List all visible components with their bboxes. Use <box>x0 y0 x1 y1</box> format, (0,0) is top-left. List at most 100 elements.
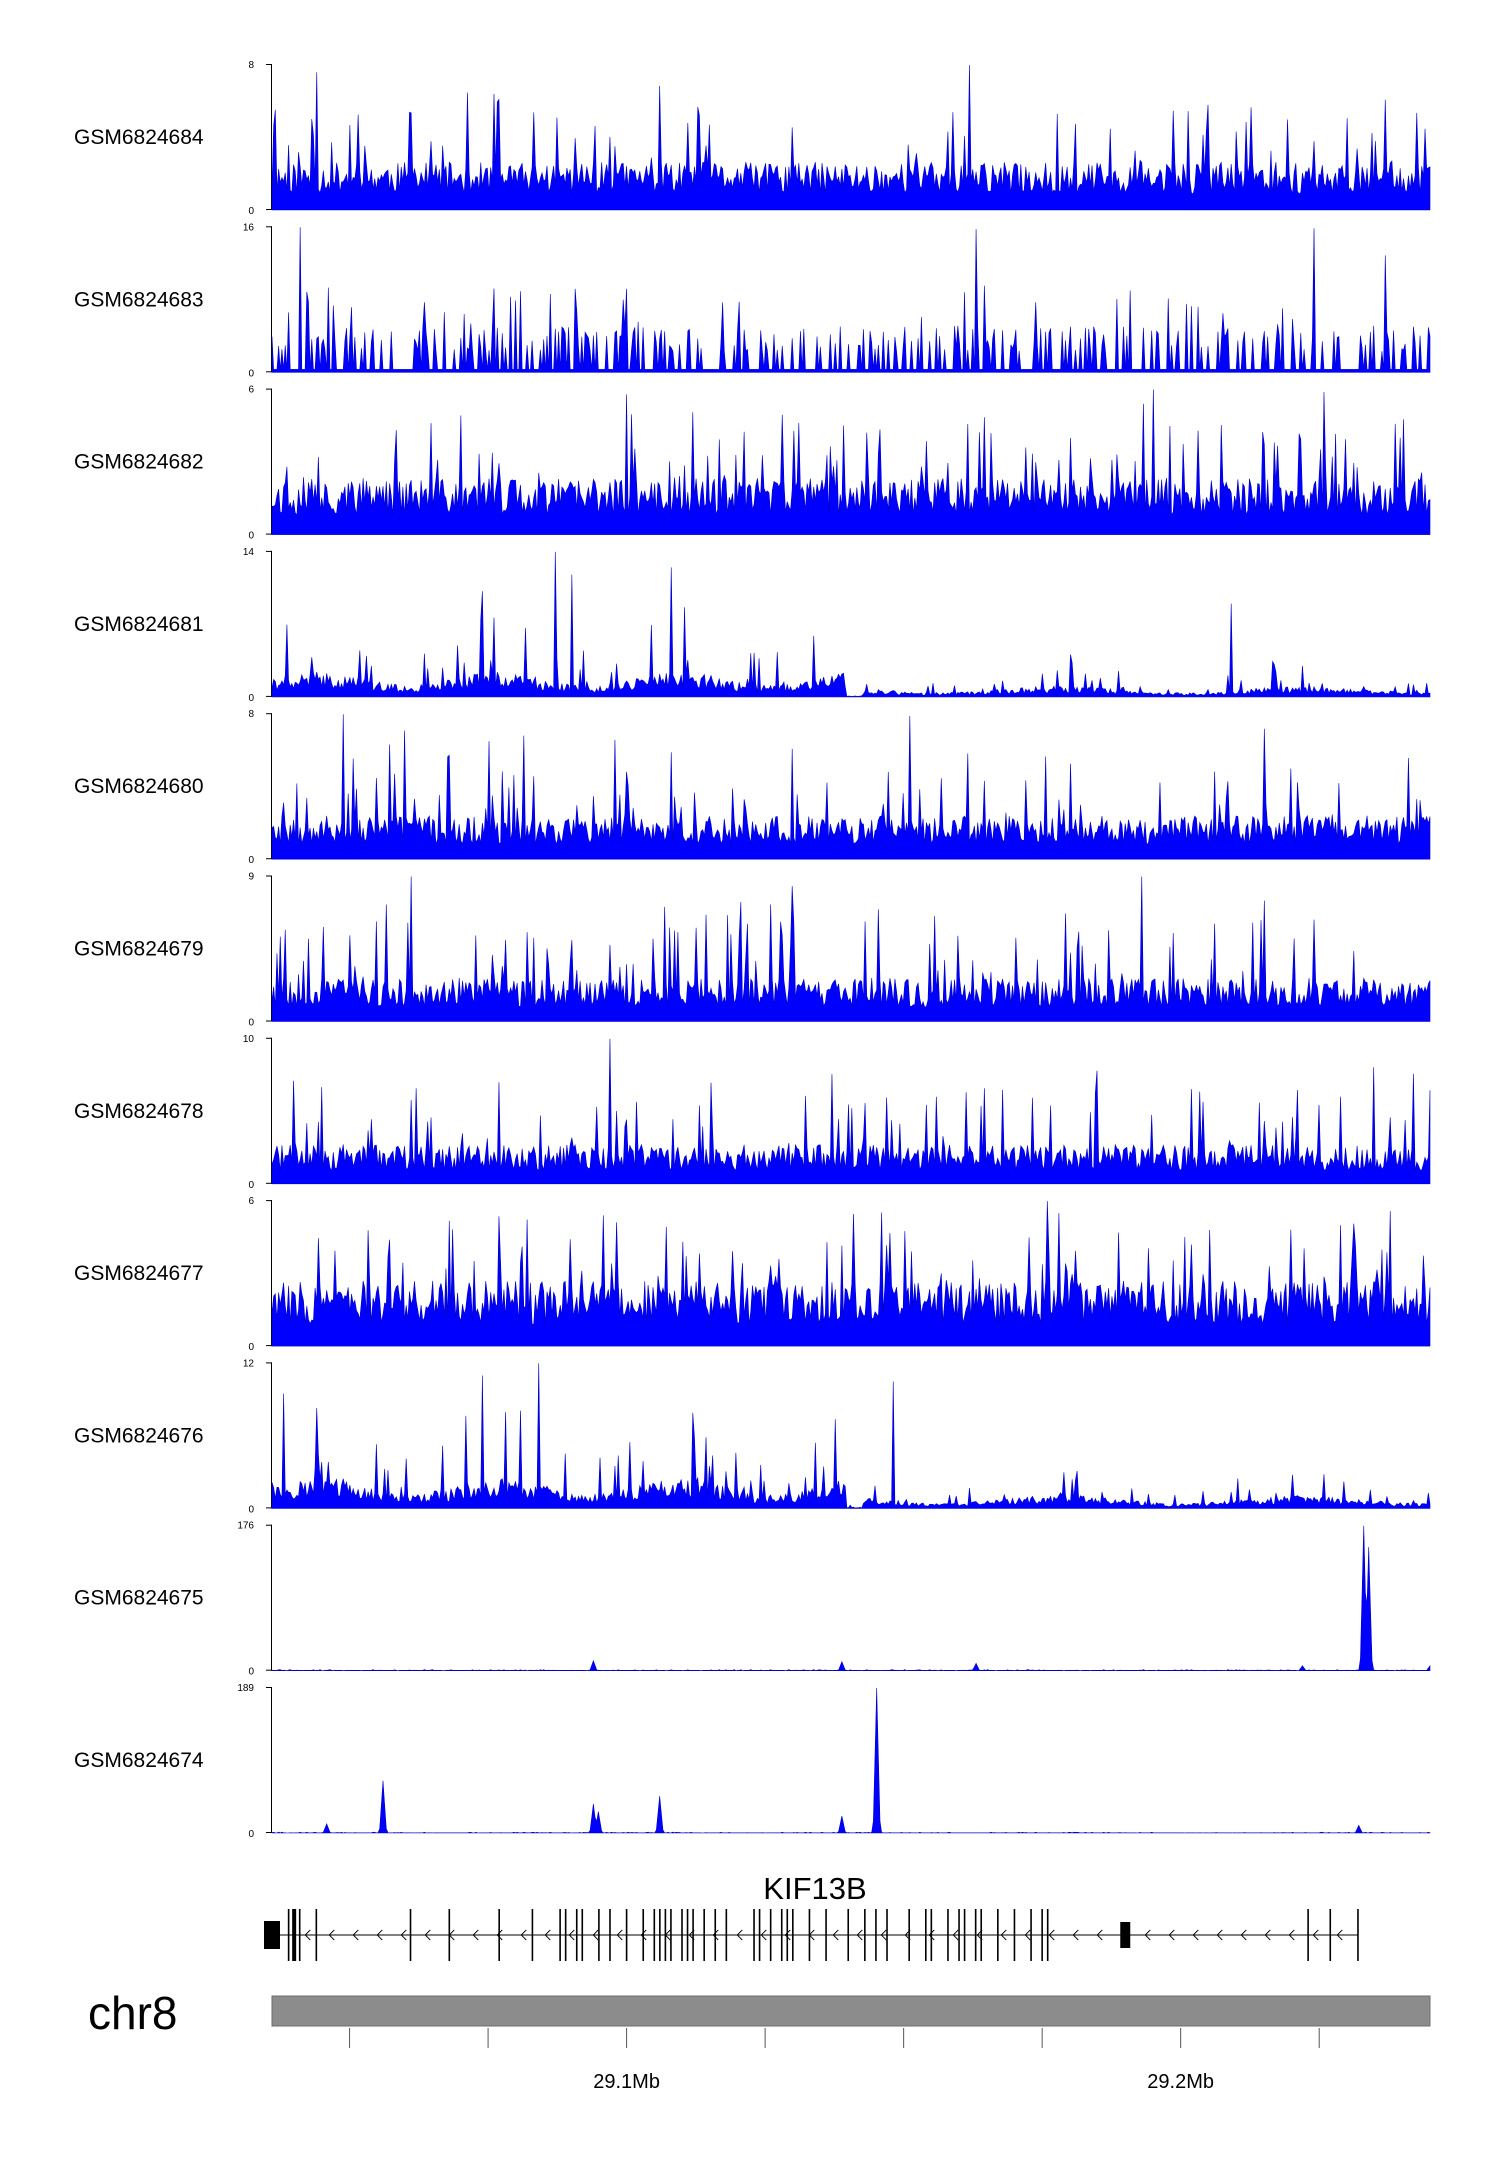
exon <box>769 1909 772 1961</box>
strand-arrow <box>952 1929 959 1941</box>
tracks-layer: GSM682468480GSM6824683160GSM682468260GSM… <box>74 60 1431 1840</box>
exon <box>315 1909 318 1961</box>
exon <box>930 1909 933 1961</box>
strand-arrow <box>640 1929 647 1941</box>
exon <box>864 1909 866 1961</box>
y-min-label: 0 <box>248 1342 254 1353</box>
strand-arrow <box>400 1929 407 1941</box>
exon <box>298 1909 301 1961</box>
strand-arrow <box>832 1929 839 1941</box>
strand-arrow <box>568 1929 575 1941</box>
exon <box>847 1909 850 1961</box>
strand-arrow <box>1072 1929 1079 1941</box>
signal-area <box>271 64 1431 211</box>
y-max-label: 8 <box>248 709 254 720</box>
exon <box>792 1909 794 1961</box>
strand-arrow <box>376 1929 383 1941</box>
chromosome-ideogram: chr8 <box>88 1987 1431 2039</box>
y-min-label: 0 <box>248 693 254 704</box>
exon <box>1357 1909 1359 1961</box>
exon <box>958 1909 960 1961</box>
strand-arrow <box>1264 1929 1271 1941</box>
exon <box>997 1909 999 1961</box>
strand-arrow <box>496 1929 503 1941</box>
exon <box>725 1909 728 1961</box>
exon <box>703 1909 705 1961</box>
exon <box>1046 1909 1049 1961</box>
y-min-label: 0 <box>248 1180 254 1191</box>
exon <box>1030 1909 1032 1961</box>
strand-arrow <box>1168 1929 1175 1941</box>
track-label: GSM6824680 <box>74 775 204 798</box>
exon <box>1120 1922 1131 1948</box>
strand-arrow <box>880 1929 887 1941</box>
exon <box>598 1909 600 1961</box>
track-label: GSM6824675 <box>74 1587 204 1610</box>
exon <box>264 1921 280 1949</box>
track-GSM6824679: GSM6824679 9 0 <box>74 872 1431 1029</box>
exon <box>825 1909 827 1961</box>
signal-area <box>271 1525 1431 1672</box>
strand-arrow <box>1192 1929 1199 1941</box>
strand-arrow <box>736 1929 743 1941</box>
exon <box>581 1909 584 1961</box>
strand-arrow <box>472 1929 479 1941</box>
axis-tick-label: 29.1Mb <box>593 2071 660 2093</box>
exon <box>287 1909 290 1961</box>
track-GSM6824684: GSM6824684 8 0 <box>74 60 1431 217</box>
signal-area <box>271 714 1431 860</box>
y-min-label: 0 <box>248 855 254 866</box>
signal-area <box>271 227 1431 373</box>
strand-arrow <box>616 1929 623 1941</box>
genomic-axis: 29.1Mb 29.2Mb <box>349 2028 1320 2093</box>
strand-arrow <box>928 1929 935 1941</box>
track-label: GSM6824676 <box>74 1424 204 1447</box>
strand-arrows <box>304 1929 1343 1941</box>
chromosome-bar <box>271 1995 1431 2027</box>
signal-area <box>271 876 1431 1022</box>
exon <box>575 1909 578 1961</box>
y-max-label: 176 <box>237 1521 254 1532</box>
exon <box>758 1909 761 1961</box>
track-GSM6824681: GSM6824681 14 0 <box>74 547 1431 704</box>
strand-arrow <box>328 1929 335 1941</box>
exon <box>686 1909 689 1961</box>
exon <box>974 1909 977 1961</box>
exon <box>531 1909 534 1961</box>
axis-tick-label: 29.2Mb <box>1147 2071 1214 2093</box>
chromosome-label: chr8 <box>88 1987 177 2039</box>
track-label: GSM6824681 <box>74 613 204 636</box>
y-max-label: 8 <box>248 60 254 71</box>
track-GSM6824677: GSM6824677 6 0 <box>74 1196 1431 1353</box>
signal-area <box>271 1201 1431 1347</box>
strand-arrow <box>1312 1929 1319 1941</box>
track-label: GSM6824682 <box>74 451 204 474</box>
strand-arrow <box>976 1929 983 1941</box>
gene-exons <box>264 1909 1359 1961</box>
strand-arrow <box>856 1929 863 1941</box>
exon <box>980 1909 983 1961</box>
track-label: GSM6824679 <box>74 938 204 961</box>
track-GSM6824674: GSM6824674 189 0 <box>74 1683 1431 1840</box>
strand-arrow <box>1000 1929 1007 1941</box>
y-min-label: 0 <box>248 1504 254 1515</box>
exon <box>924 1909 927 1961</box>
exon <box>642 1909 645 1961</box>
exon <box>409 1909 412 1961</box>
strand-arrow <box>424 1929 431 1941</box>
track-GSM6824678: GSM6824678 10 0 <box>74 1034 1431 1191</box>
exon <box>559 1909 561 1961</box>
strand-arrow <box>448 1929 455 1941</box>
strand-arrow <box>352 1929 359 1941</box>
strand-arrow <box>1240 1929 1247 1941</box>
exon <box>498 1909 500 1961</box>
exon <box>609 1909 611 1961</box>
strand-arrow <box>760 1929 767 1941</box>
y-max-label: 9 <box>248 872 254 883</box>
strand-arrow <box>544 1929 551 1941</box>
exon <box>886 1909 888 1961</box>
exon <box>714 1909 717 1961</box>
strand-arrow <box>1288 1929 1295 1941</box>
track-label: GSM6824683 <box>74 288 204 311</box>
